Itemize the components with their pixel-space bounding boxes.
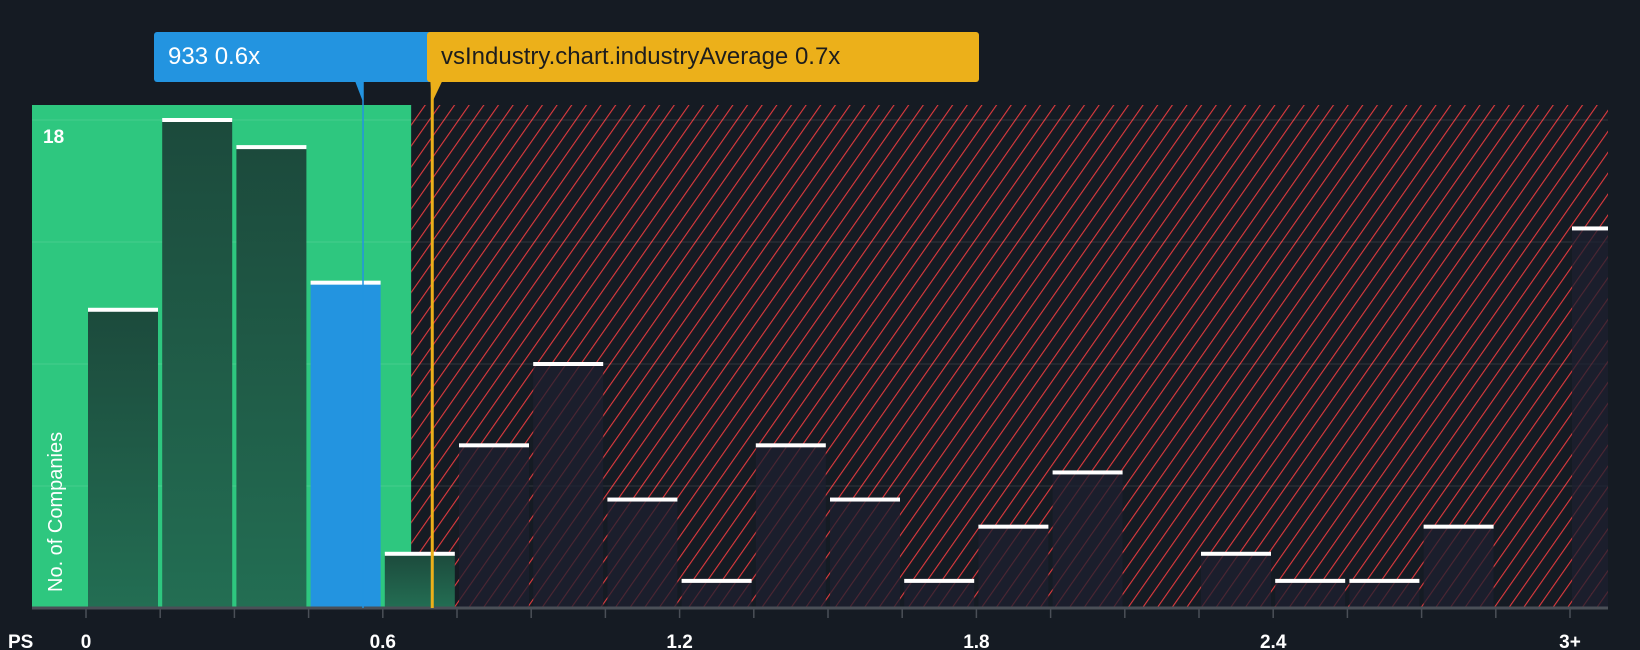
histogram-bar <box>755 445 826 608</box>
bar-cap <box>1052 470 1123 475</box>
histogram-bar <box>607 499 678 608</box>
y-axis-label: No. of Companies <box>45 432 67 592</box>
histogram-bar <box>1423 526 1494 608</box>
histogram-bar <box>1572 228 1608 608</box>
bar-cap <box>755 443 826 448</box>
histogram-bar <box>533 364 604 608</box>
x-tick-label: 0.6 <box>370 632 396 650</box>
histogram-bar <box>1052 472 1123 608</box>
histogram-bar <box>830 499 900 608</box>
histogram-bar <box>904 580 975 608</box>
x-tick-label: 1.8 <box>963 632 989 650</box>
x-tick-label: 1.2 <box>666 632 692 650</box>
bar-cap <box>384 551 455 556</box>
bar-cap <box>236 145 307 150</box>
bar-cap <box>88 307 158 312</box>
histogram-bar <box>384 553 455 608</box>
bar-cap <box>310 280 381 285</box>
bar-cap <box>1349 578 1420 583</box>
x-tick-label: 3+ <box>1559 632 1581 650</box>
bar-cap <box>459 443 529 448</box>
bar-cap <box>533 362 604 366</box>
bar-cap <box>1572 226 1608 231</box>
x-tick-label: 0 <box>81 632 92 650</box>
bar-cap <box>830 497 900 502</box>
bar-cap <box>1275 578 1346 583</box>
y-tick-label: 18 <box>43 127 64 148</box>
bar-cap <box>681 578 752 583</box>
x-tick-label: 2.4 <box>1260 632 1287 650</box>
bar-cap <box>904 578 975 583</box>
bar-cap <box>162 118 233 122</box>
bar-cap <box>1201 551 1271 556</box>
histogram-bar <box>1275 580 1346 608</box>
bar-cap <box>1423 524 1494 529</box>
industry-callout-pointer <box>430 81 443 102</box>
histogram-bar <box>1349 580 1420 608</box>
histogram-bar <box>681 580 752 608</box>
company-callout-pointer <box>355 81 364 102</box>
x-axis-label: PS <box>8 632 33 650</box>
histogram-bar <box>88 309 158 608</box>
histogram-bar <box>459 445 529 608</box>
histogram-bar <box>310 282 381 608</box>
histogram-bar <box>1201 553 1271 608</box>
industry-average-callout: vsIndustry.chart.industryAverage 0.7x <box>427 32 979 82</box>
bar-cap <box>607 497 678 502</box>
histogram-bar <box>978 526 1049 608</box>
bar-cap <box>978 524 1049 529</box>
histogram-bar <box>236 147 307 608</box>
histogram-bar <box>162 120 233 608</box>
